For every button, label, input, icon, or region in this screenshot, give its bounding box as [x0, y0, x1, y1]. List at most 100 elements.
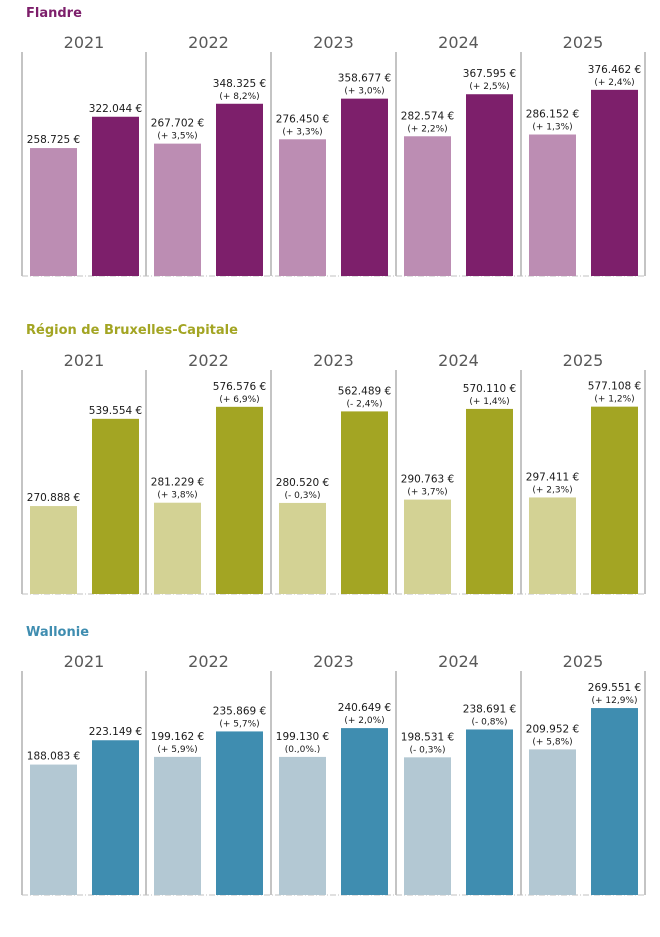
value-label: 577.108 €: [588, 381, 641, 393]
value-label: 539.554 €: [89, 405, 142, 417]
change-label: (+ 2,0%): [344, 716, 384, 726]
year-label: 2024: [438, 33, 479, 52]
value-label: 276.450 €: [276, 113, 329, 125]
value-label: 238.691 €: [463, 703, 516, 715]
change-label: (+ 2,4%): [594, 78, 634, 88]
value-label: 235.869 €: [213, 705, 266, 717]
year-label: 2023: [313, 351, 354, 370]
year-label: 2025: [563, 652, 604, 671]
year-label: 2021: [64, 652, 105, 671]
year-label: 2024: [438, 351, 479, 370]
change-label: (+ 3,7%): [407, 488, 447, 498]
bar-dark-2023: [341, 411, 388, 594]
value-label: 199.162 €: [151, 731, 204, 743]
value-label: 240.649 €: [338, 702, 391, 714]
year-label: 2022: [188, 351, 229, 370]
chart-flandre: 2021 258.725 € 322.044 € 2022 267.702 € (+ 3,…: [21, 33, 646, 277]
change-label: (- 0,3%): [285, 491, 321, 501]
year-label: 2023: [313, 652, 354, 671]
bar-light-2025: [529, 134, 576, 276]
bar-light-2024: [404, 499, 451, 594]
value-label: 562.489 €: [338, 385, 391, 397]
change-label: (+ 2,2%): [407, 124, 447, 134]
value-label: 188.083 €: [27, 751, 80, 763]
region-title-bruxelles: Région de Bruxelles-Capitale: [26, 323, 238, 338]
bar-light-2023: [279, 139, 326, 276]
value-label: 270.888 €: [27, 492, 80, 504]
bar-dark-2022: [216, 731, 263, 895]
change-label: (+ 3,0%): [344, 87, 384, 97]
value-label: 367.595 €: [463, 68, 516, 80]
value-label: 258.725 €: [27, 134, 80, 146]
change-label: (0.,0%.): [285, 745, 321, 755]
bar-dark-2025: [591, 89, 638, 276]
chart-wallonie: 2021 188.083 € 223.149 € 2022 199.162 € (+ 5,…: [21, 652, 646, 896]
bar-dark-2021: [92, 116, 139, 277]
value-label: 269.551 €: [588, 682, 641, 694]
value-label: 570.110 €: [463, 383, 516, 395]
value-label: 286.152 €: [526, 109, 579, 121]
value-label: 358.677 €: [338, 73, 391, 85]
change-label: (+ 6,9%): [219, 395, 259, 405]
bar-dark-2021: [92, 418, 139, 594]
change-label: (+ 8,2%): [219, 92, 259, 102]
bar-dark-2022: [216, 406, 263, 594]
bar-dark-2022: [216, 103, 263, 276]
change-label: (+ 5,9%): [157, 745, 197, 755]
change-label: (- 2,4%): [347, 399, 383, 409]
bar-dark-2025: [591, 406, 638, 594]
change-label: (- 0,3%): [410, 745, 446, 755]
value-label: 209.952 €: [526, 723, 579, 735]
region-title-flandre: Flandre: [26, 6, 82, 21]
bar-light-2021: [30, 506, 77, 594]
year-label: 2022: [188, 33, 229, 52]
change-label: (+ 1,2%): [594, 395, 634, 405]
bar-light-2025: [529, 749, 576, 895]
change-label: (+ 3,5%): [157, 132, 197, 142]
bar-light-2022: [154, 756, 201, 895]
bar-light-2021: [30, 764, 77, 895]
value-label: 297.411 €: [526, 471, 579, 483]
bar-dark-2024: [466, 94, 513, 276]
bar-dark-2024: [466, 408, 513, 594]
value-label: 290.763 €: [401, 474, 454, 486]
change-label: (+ 3,8%): [157, 491, 197, 501]
value-label: 199.130 €: [276, 731, 329, 743]
value-label: 198.531 €: [401, 731, 454, 743]
year-label: 2023: [313, 33, 354, 52]
bar-dark-2023: [341, 728, 388, 895]
change-label: (+ 1,3%): [532, 123, 572, 133]
change-label: (+ 2,3%): [532, 485, 572, 495]
bar-light-2023: [279, 756, 326, 895]
change-label: (+ 1,4%): [469, 397, 509, 407]
bar-light-2023: [279, 502, 326, 594]
bar-light-2022: [154, 502, 201, 594]
value-label: 282.574 €: [401, 110, 454, 122]
year-label: 2025: [563, 351, 604, 370]
bar-dark-2024: [466, 729, 513, 895]
value-label: 280.520 €: [276, 477, 329, 489]
bar-dark-2021: [92, 740, 139, 895]
value-label: 348.325 €: [213, 78, 266, 90]
bar-dark-2023: [341, 98, 388, 276]
bar-light-2021: [30, 148, 77, 276]
change-label: (+ 3,3%): [282, 127, 322, 137]
year-label: 2021: [64, 33, 105, 52]
value-label: 281.229 €: [151, 477, 204, 489]
value-label: 322.044 €: [89, 103, 142, 115]
year-label: 2021: [64, 351, 105, 370]
chart-bruxelles: 2021 270.888 € 539.554 € 2022 281.229 € (+ 3,…: [21, 351, 646, 595]
bar-light-2025: [529, 497, 576, 594]
change-label: (+ 12,9%): [591, 696, 637, 706]
value-label: 576.576 €: [213, 381, 266, 393]
year-label: 2025: [563, 33, 604, 52]
change-label: (+ 2,5%): [469, 82, 509, 92]
change-label: (+ 5,8%): [532, 737, 572, 747]
bar-light-2024: [404, 136, 451, 276]
change-label: (+ 5,7%): [219, 719, 259, 729]
change-label: (- 0,8%): [472, 717, 508, 727]
bar-light-2024: [404, 757, 451, 895]
value-label: 267.702 €: [151, 118, 204, 130]
year-label: 2024: [438, 652, 479, 671]
region-title-wallonie: Wallonie: [26, 625, 90, 640]
